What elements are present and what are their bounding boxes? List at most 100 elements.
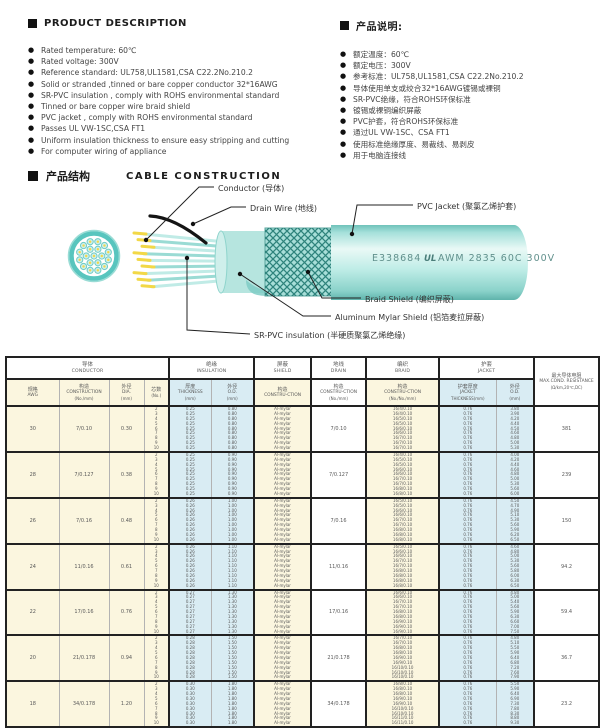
spec-cell: 0.76 xyxy=(108,589,145,637)
conductor-tip-shape xyxy=(132,251,148,256)
spec-cell: 94.2 xyxy=(533,543,600,591)
spec-cell: 7/0.16 xyxy=(310,497,367,545)
spec-cell: 0.76 0.76 0.76 0.76 0.76 0.76 0.76 0.76 … xyxy=(438,680,497,728)
label-sr-pvc-insulation: SR-PVC insulation (半硬质聚氯乙烯绝缘) xyxy=(254,330,405,340)
spec-cell: 22 xyxy=(5,589,60,637)
spec-cell: 3.80 3.90 4.20 4.40 4.50 4.60 4.80 5.00 … xyxy=(495,405,535,453)
column-header: 构造 CONSTRUCTION (No./mm) xyxy=(58,378,110,407)
conductor-dot-icon xyxy=(107,250,110,254)
construction-title-zh: 产品结构 xyxy=(46,170,90,183)
spec-cell: Al-mylar Al-mylar Al-mylar Al-mylar Al-m… xyxy=(253,497,312,545)
resistance-header: 最大导体电阻 MAX.COND. RESISTANCE (Ω/km,20℃,DC) xyxy=(533,356,600,407)
braid-shield-shape xyxy=(264,227,336,297)
conductor-dot-icon xyxy=(78,258,81,262)
spec-cell: 1.50 1.50 1.50 1.50 1.50 1.50 1.50 1.50 … xyxy=(210,634,255,683)
conductor-tip-shape xyxy=(132,231,148,236)
spec-cell: 7/0.127 xyxy=(58,451,110,499)
label-conductor: Conductor (导体) xyxy=(218,183,284,193)
spec-cell: 0.76 0.76 0.76 0.76 0.76 0.76 0.76 0.76 … xyxy=(438,634,497,683)
bullet-item: 使用标准绝缘厚度、易裁线、易剥皮 xyxy=(340,139,590,150)
column-header: 构造 CONSTRU-CTION (No./mm) xyxy=(310,378,367,407)
conductor-dot-icon xyxy=(88,240,92,243)
spec-cell: 7/0.10 xyxy=(58,405,110,453)
spec-cell: 0.28 0.28 0.28 0.28 0.28 0.28 0.28 0.28 … xyxy=(168,634,212,683)
conductor-tip-shape xyxy=(140,244,156,249)
conductor-dot-icon xyxy=(92,254,96,258)
product-description-section: PRODUCT DESCRIPTION Rated temperature: 6… xyxy=(28,18,320,157)
spec-cell: 0.76 0.76 0.76 0.76 0.76 0.76 0.76 0.76 … xyxy=(438,589,497,637)
spec-cell: 2 3 4 5 6 7 8 9 10 xyxy=(143,405,170,453)
spec-cell: 7/0.127 xyxy=(310,451,367,499)
product-description-zh-section: 产品说明: 额定温度：60℃额定电压：300V参考标准：UL758,UL1581… xyxy=(340,18,590,161)
spec-cell: 1.30 1.30 1.30 1.30 1.30 1.30 1.30 1.30 … xyxy=(210,589,255,637)
group-header: 护套 JACKET xyxy=(438,356,535,380)
group-header: 绝缘 INSULATION xyxy=(168,356,255,380)
conductor-tip-shape xyxy=(140,264,156,269)
spec-cell: 18 xyxy=(5,680,60,728)
column-header: 规格 AWG xyxy=(5,378,60,407)
bullet-item: Tinned or bare copper wire braid shield xyxy=(28,101,320,112)
spec-cell: 16/6/0.10 16/6/0.10 16/7/0.10 16/7/0.10 … xyxy=(365,589,440,637)
spec-cell: 4.80 5.00 5.40 5.60 5.90 6.30 6.60 7.00 … xyxy=(495,589,535,637)
column-header: 构造 CONSTRU-CTION xyxy=(253,378,312,407)
spec-cell: 0.26 0.26 0.26 0.26 0.26 0.26 0.26 0.26 … xyxy=(168,543,212,591)
product-description-zh-list: 额定温度：60℃额定电压：300V参考标准：UL758,UL1581,CSA C… xyxy=(340,49,590,161)
spec-cell: 1.80 1.80 1.80 1.80 1.80 1.80 1.80 1.80 … xyxy=(210,680,255,728)
section-bullet-icon xyxy=(340,21,349,30)
spec-cell: 7/0.16 xyxy=(58,497,110,545)
conductor-dot-icon xyxy=(88,269,92,272)
column-header: 护套厚度 JACKET THICKNESS(mm) xyxy=(438,378,497,407)
spec-cell: 21/0.178 xyxy=(58,634,110,683)
product-description-title: PRODUCT DESCRIPTION xyxy=(44,18,187,29)
construction-title-en: CABLE CONSTRUCTION xyxy=(126,170,282,182)
spec-cell: 2 3 4 5 6 7 8 9 10 xyxy=(143,497,170,545)
spec-cell: 0.25 0.25 0.25 0.25 0.25 0.25 0.25 0.25 … xyxy=(168,405,212,453)
insulated-wire-shape xyxy=(150,278,228,289)
group-header: 屏蔽 SHIELD xyxy=(253,356,312,380)
column-header: 外径 DIA. (mm) xyxy=(108,378,145,407)
product-description-zh-title: 产品说明: xyxy=(356,22,403,33)
spec-cell: 4.80 5.10 5.50 5.90 6.40 6.80 7.20 7.60 … xyxy=(495,634,535,683)
spec-cell: 0.94 xyxy=(108,634,145,683)
conductor-dot-icon xyxy=(96,269,100,272)
awg-block-row: 18 34/0.178 1.20 2 3 4 5 6 7 8 9 10 0.30 0.3… xyxy=(5,680,600,728)
insulated-wire-shape xyxy=(142,269,228,276)
bullet-item: Rated temperature: 60℃ xyxy=(28,45,320,56)
jacket-print-spec: AWM 2835 60C 300V xyxy=(438,253,555,264)
bullet-item: 额定电压：300V xyxy=(340,60,590,71)
spec-cell: 20 xyxy=(5,634,60,683)
spec-cell: 0.30 0.30 0.30 0.30 0.30 0.30 0.30 0.30 … xyxy=(168,680,212,728)
spec-cell: 17/0.16 xyxy=(58,589,110,637)
awg-block-row: 24 11/0.16 0.61 2 3 4 5 6 7 8 9 10 0.26 0.26… xyxy=(5,543,600,591)
spec-cell: Al-mylar Al-mylar Al-mylar Al-mylar Al-m… xyxy=(253,451,312,499)
conductor-dot-icon xyxy=(78,250,81,254)
spec-cell: 1.20 xyxy=(108,680,145,728)
cable-construction-diagram: E338684 UL AWM 2835 60C 300V Conductor (… xyxy=(67,183,555,340)
awg-block-row: 22 17/0.16 0.76 2 3 4 5 6 7 8 9 10 0.27 0.27… xyxy=(5,589,600,637)
spec-cell: 0.80 0.80 0.80 0.80 0.80 0.80 0.80 0.80 … xyxy=(210,405,255,453)
spec-cell: 1.00 1.00 1.00 1.00 1.00 1.00 1.00 1.00 … xyxy=(210,497,255,545)
mylar-wrap-shape xyxy=(214,230,282,296)
bullet-item: PVC护套，符合ROHS环保标准 xyxy=(340,116,590,127)
conductor-dot-icon xyxy=(88,248,92,251)
column-header: 芯数 (No.) xyxy=(143,378,170,407)
insulated-wire-shape xyxy=(150,264,228,269)
conductor-dot-icon xyxy=(107,258,110,262)
conductor-dot-icon xyxy=(103,265,106,268)
spec-cell: 16/4/0.10 16/5/0.10 16/5/0.10 16/6/0.10 … xyxy=(365,451,440,499)
spec-cell: 11/0.16 xyxy=(310,543,367,591)
bullet-item: 镀锡或裸铜编织屏蔽 xyxy=(340,105,590,116)
insulated-wire-shape xyxy=(150,245,228,254)
insulated-wire-shape xyxy=(142,232,228,244)
spec-cell: 381 xyxy=(533,405,600,453)
conductor-dot-icon xyxy=(82,265,85,268)
cable-construction-heading: 产品结构 CABLE CONSTRUCTION xyxy=(28,168,281,184)
spec-cell: 59.4 xyxy=(533,589,600,637)
group-header: 编织 BRAID xyxy=(365,356,440,380)
column-header: 外径 O.D. (mm) xyxy=(495,378,535,407)
spec-cell: 0.25 0.25 0.25 0.25 0.25 0.25 0.25 0.25 … xyxy=(168,451,212,499)
conductor-dot-icon xyxy=(85,254,88,258)
spec-table: 导体 CONDUCTOR 绝缘 INSULATION 屏蔽 SHIELD 地线 DRAIN 编织… xyxy=(5,356,601,728)
bullet-item: Reference standard: UL758,UL1581,CSA C22… xyxy=(28,67,320,78)
product-description-zh-heading: 产品说明: xyxy=(340,18,590,33)
